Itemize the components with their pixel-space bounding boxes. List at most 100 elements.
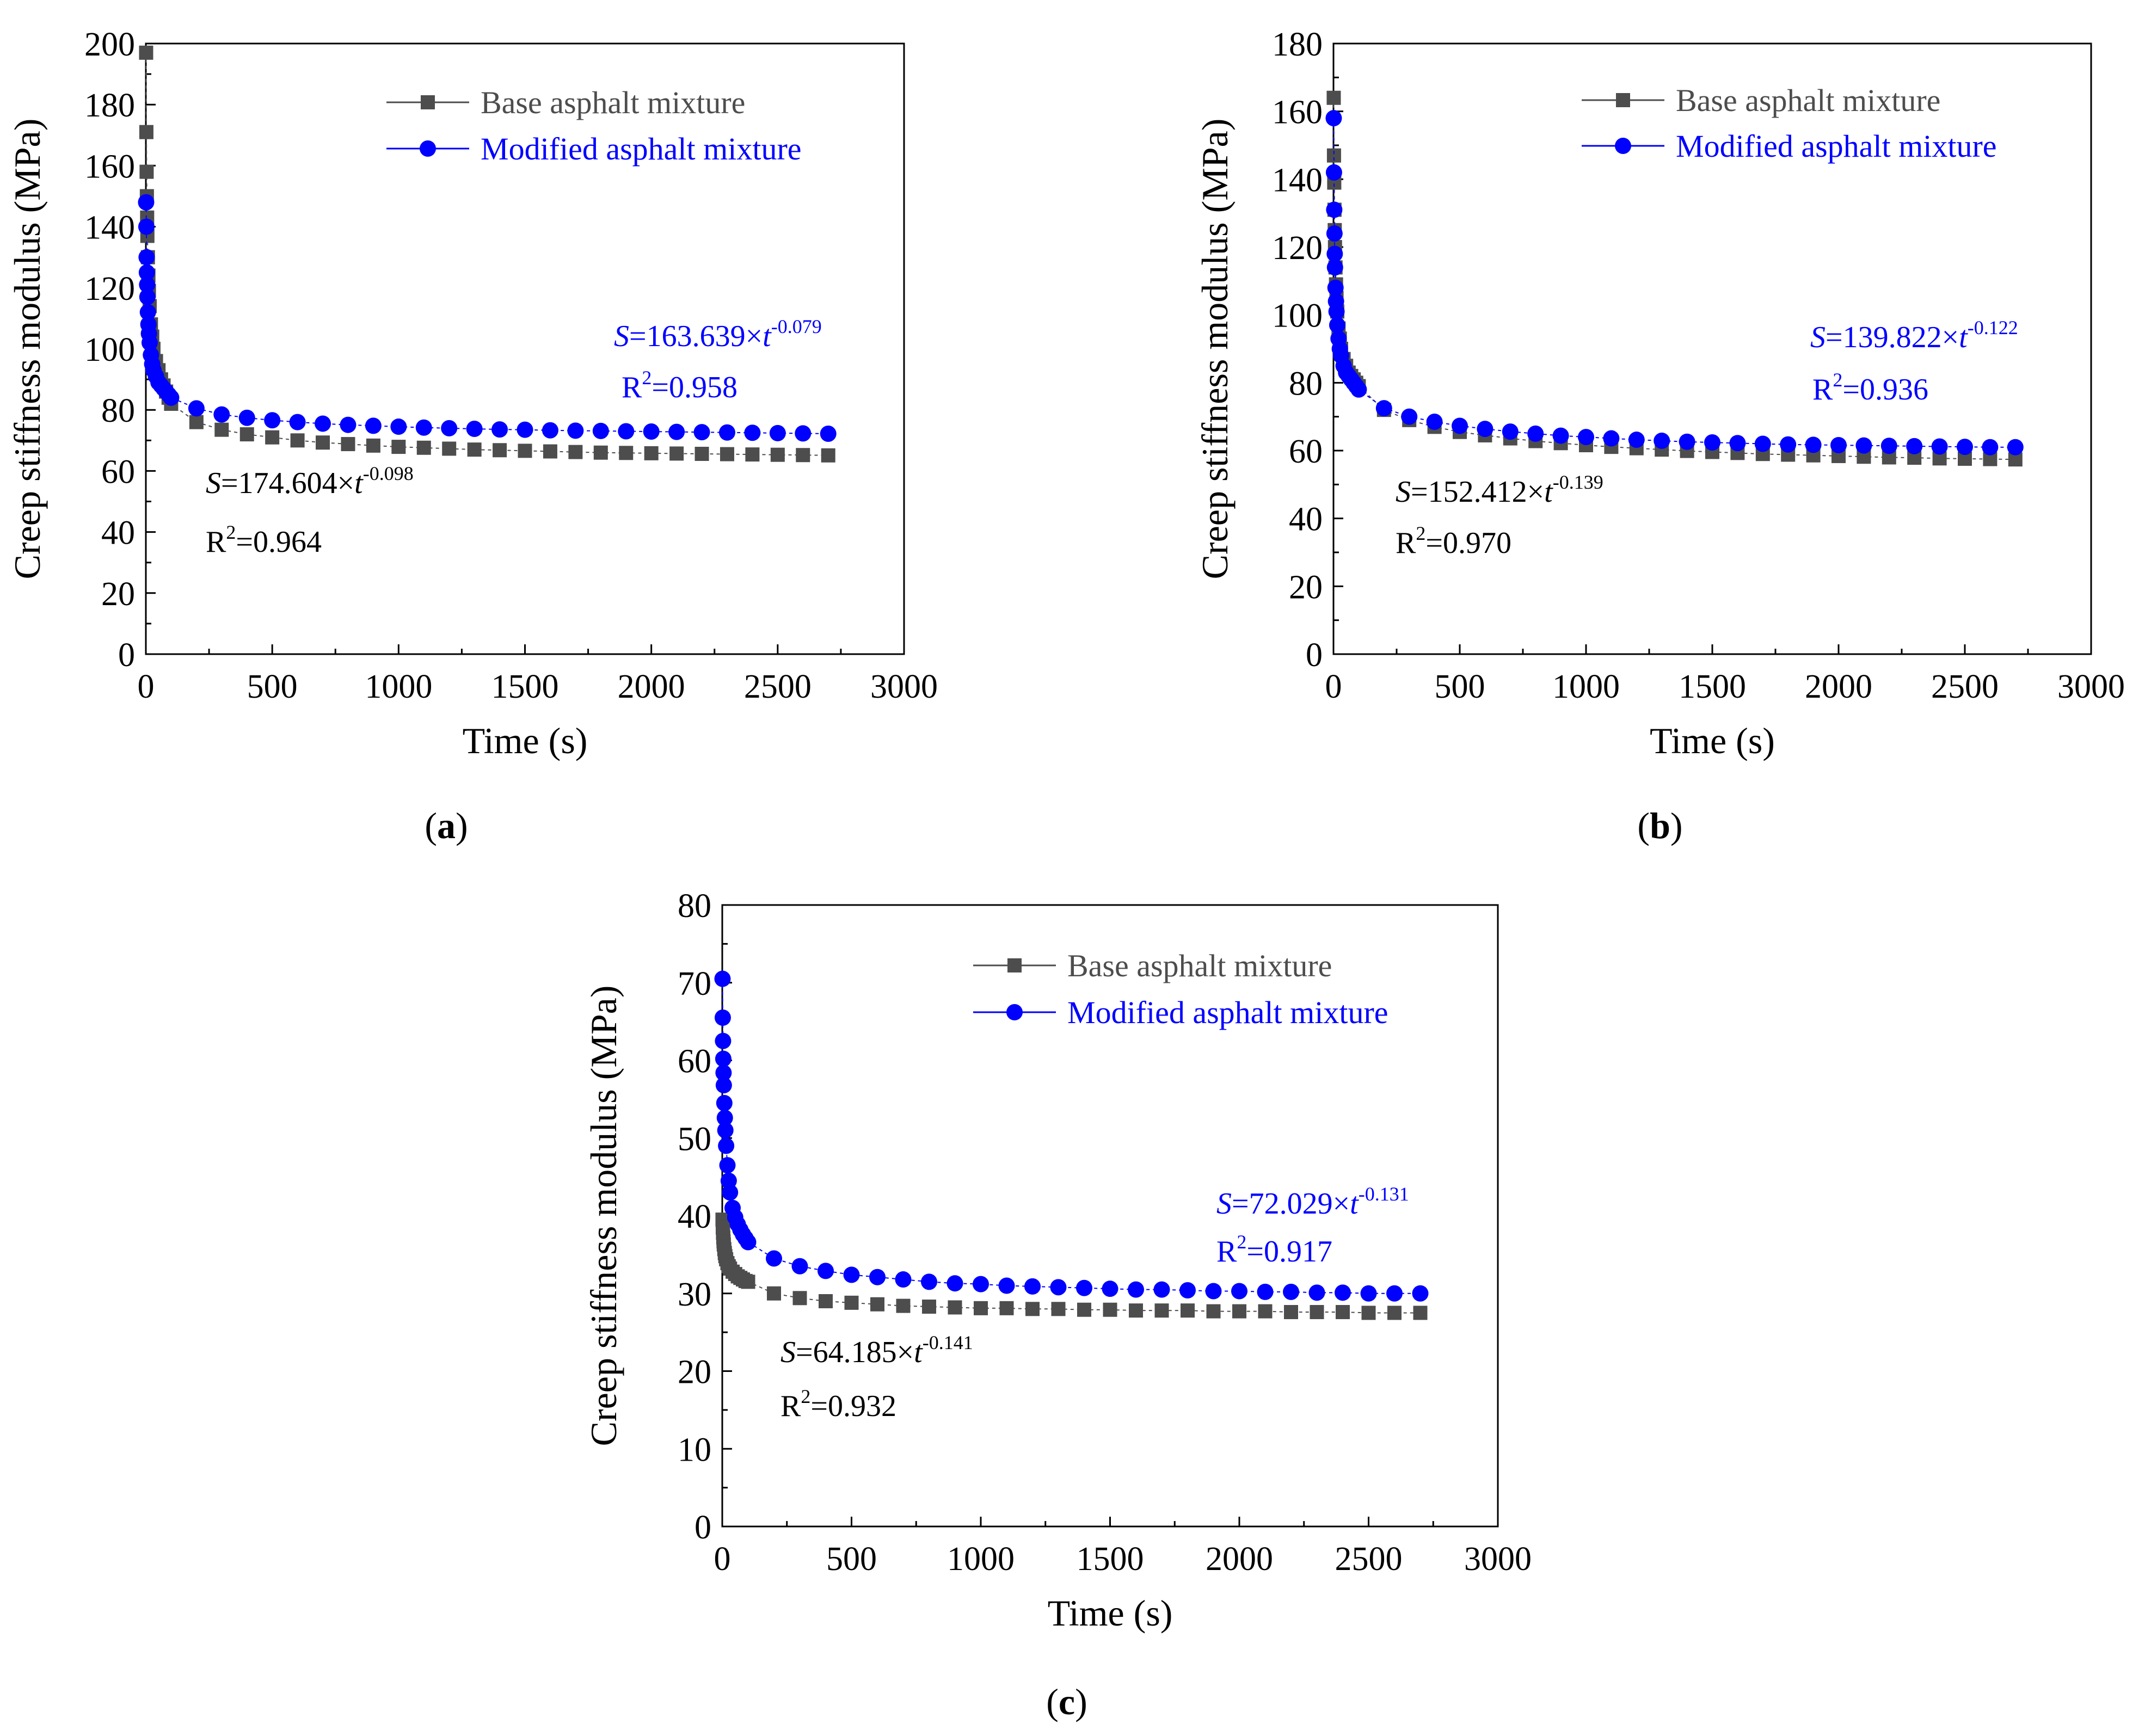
r2-symbol: R <box>1216 1235 1237 1269</box>
data-point-modified <box>818 1263 834 1279</box>
data-point-modified <box>139 288 156 305</box>
caption-c: (c) <box>1046 1681 1087 1722</box>
data-point-modified <box>1931 438 1948 455</box>
legend-label-base: Base asphalt mixture <box>1676 83 1940 118</box>
data-point-modified <box>1654 432 1670 449</box>
y-tick-label: 80 <box>1289 365 1323 402</box>
series-modified <box>714 970 1429 1302</box>
data-point-modified <box>1729 435 1746 452</box>
data-point-base <box>341 437 355 452</box>
data-point-modified <box>946 1275 963 1292</box>
data-point-modified <box>1452 417 1468 434</box>
eq-exponent: -0.122 <box>1968 317 2018 338</box>
data-point-modified <box>719 1157 736 1174</box>
eq-symbol-t: t <box>1350 1187 1359 1221</box>
data-point-base <box>1336 1305 1350 1320</box>
data-point-modified <box>1326 259 1343 276</box>
data-point-modified <box>1679 433 1695 450</box>
data-point-modified <box>1076 1279 1092 1296</box>
data-point-base <box>922 1300 936 1314</box>
data-point-modified <box>843 1266 860 1283</box>
data-point-modified <box>769 424 786 441</box>
chart-b: 0 20 40 60 80 100 120 140 160 180 0 500 1000 1500 2000… <box>1194 26 2125 846</box>
y-tick-label: 160 <box>1272 94 1323 131</box>
x-tick-label: 3000 <box>1464 1541 1532 1578</box>
data-point-base <box>644 446 659 460</box>
r2-value: =0.917 <box>1246 1235 1332 1269</box>
data-point-base <box>189 415 204 429</box>
data-point-modified <box>1552 427 1569 444</box>
data-point-base <box>1154 1303 1169 1318</box>
data-point-modified <box>542 422 558 439</box>
data-point-modified <box>1329 317 1345 334</box>
data-point-modified <box>1326 201 1343 218</box>
legend-label-base: Base asphalt mixture <box>481 85 745 120</box>
y-tick-label: 160 <box>84 148 135 185</box>
data-point-modified <box>1231 1283 1247 1300</box>
r2-value: =0.932 <box>810 1389 896 1423</box>
data-point-base <box>819 1294 833 1309</box>
legend-label-modified: Modified asphalt mixture <box>1676 128 1997 164</box>
data-point-modified <box>1308 1284 1325 1301</box>
data-point-modified <box>1628 432 1645 448</box>
data-point-modified <box>1350 381 1367 398</box>
caption-letter: b <box>1650 805 1670 846</box>
r2-superscript: 2 <box>642 367 652 389</box>
eq-exponent: -0.141 <box>923 1332 973 1353</box>
data-point-modified <box>139 276 156 293</box>
x-tick-label: 500 <box>826 1541 877 1578</box>
data-point-base <box>792 1291 807 1306</box>
caption-letter: c <box>1059 1681 1075 1722</box>
eq-coefficient: =152.412× <box>1411 475 1544 509</box>
r2-superscript: 2 <box>1833 369 1842 391</box>
x-tick-label: 3000 <box>2057 668 2125 705</box>
x-axis-label: Time (s) <box>463 720 588 761</box>
data-point-modified <box>716 1095 733 1112</box>
eq-coefficient: =174.604× <box>221 466 354 500</box>
x-tick-label: 2500 <box>1931 668 1999 705</box>
data-point-modified <box>766 1250 782 1267</box>
data-point-base <box>1284 1305 1298 1320</box>
eq-symbol-t: t <box>1959 321 1968 354</box>
data-point-modified <box>718 424 735 441</box>
equation-modified: S=139.822×t-0.122 <box>1810 317 2018 354</box>
eq-symbol-s: S <box>1216 1187 1232 1221</box>
eq-symbol-t: t <box>1544 475 1553 509</box>
data-point-modified <box>138 264 155 281</box>
data-point-base <box>593 445 608 460</box>
x-tick-label: 0 <box>1325 668 1342 705</box>
legend: Base asphalt mixture Modified asphalt mix… <box>1582 83 1997 164</box>
x-axis-label: Time (s) <box>1650 720 1775 761</box>
r2-value: =0.958 <box>652 371 737 404</box>
data-point-modified <box>921 1273 937 1290</box>
data-point-modified <box>1327 279 1344 296</box>
eq-symbol-t: t <box>354 466 364 500</box>
data-point-modified <box>869 1269 886 1285</box>
data-point-modified <box>1830 437 1847 454</box>
y-tick-label: 60 <box>678 1043 711 1080</box>
data-point-modified <box>188 400 205 417</box>
data-point-base <box>214 422 229 437</box>
r2-superscript: 2 <box>801 1386 810 1407</box>
data-point-modified <box>795 425 812 442</box>
y-tick-label: 100 <box>84 331 135 368</box>
data-point-modified <box>618 423 635 440</box>
data-point-base <box>139 164 154 179</box>
eq-exponent: -0.098 <box>363 463 414 484</box>
data-point-modified <box>693 424 710 441</box>
y-axis-label: Creep stiffness modulus (MPa) <box>7 119 48 580</box>
y-tick-label: 10 <box>678 1431 711 1468</box>
data-point-base <box>1129 1303 1143 1318</box>
r2-superscript: 2 <box>1416 522 1425 544</box>
data-point-base <box>416 440 431 455</box>
data-point-base <box>265 430 280 445</box>
data-point-base <box>720 447 734 461</box>
x-tick-label: 1000 <box>947 1541 1015 1578</box>
eq-coefficient: =163.639× <box>629 319 763 353</box>
r2-symbol: R <box>780 1389 801 1423</box>
data-point-modified <box>289 414 306 430</box>
y-tick-label: 180 <box>1272 26 1323 63</box>
data-point-base <box>694 446 709 461</box>
y-tick-label: 30 <box>678 1276 711 1313</box>
x-tick-label: 1000 <box>1552 668 1620 705</box>
